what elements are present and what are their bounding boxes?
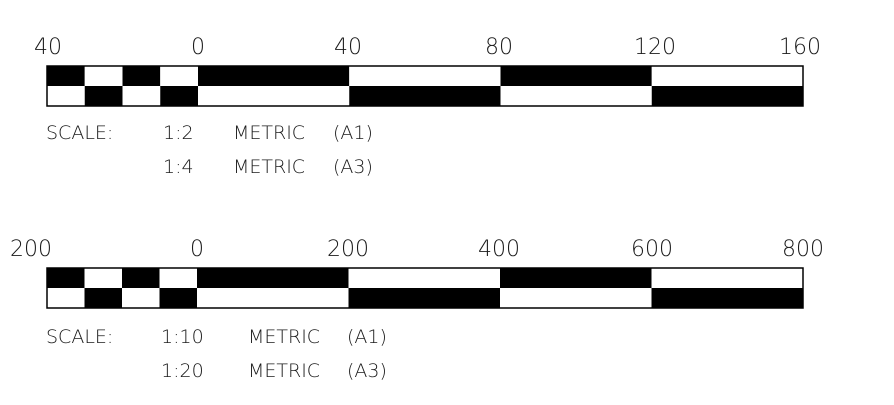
scale-bar-cell	[349, 86, 501, 106]
scale-bar-cell	[500, 66, 652, 86]
scale-bar-cell	[348, 288, 500, 308]
scale-bar-cell	[500, 86, 652, 106]
scale-bar-cell	[349, 66, 501, 86]
scale-bar-cell	[197, 288, 349, 308]
scale-sheet: (A1)	[347, 326, 387, 348]
scale-bar-cell	[122, 66, 161, 86]
scale-bar-cell	[198, 66, 350, 86]
scale-bar-1: 40 0 40 80 120 160 SCALE: 1:2 METRIC (A1…	[34, 35, 821, 178]
scale-bar-cell	[84, 66, 123, 86]
scale-bar-cell	[122, 86, 161, 106]
scale-bar-cell	[84, 86, 123, 106]
scale-bar-cell	[197, 268, 349, 288]
scale-bar-cell	[160, 66, 198, 86]
scale-bar-1-cells	[46, 65, 804, 107]
scale-bar-cell	[159, 288, 197, 308]
scale-bar-cell	[651, 86, 803, 106]
scale-bar-2-cells	[46, 267, 804, 309]
tick-label: 400	[478, 237, 520, 262]
tick-label: 40	[34, 35, 62, 60]
tick-label: 80	[485, 35, 513, 60]
tick-label: 40	[334, 35, 362, 60]
tick-label: 0	[190, 237, 204, 262]
scale-bar-cell	[122, 288, 160, 308]
scale-note-2: SCALE: 1:10 METRIC (A1) 1:20 METRIC (A3)	[46, 326, 387, 382]
tick-label: 0	[191, 35, 205, 60]
scale-ratio: 1:2	[163, 122, 194, 144]
scale-standard: METRIC	[233, 156, 305, 178]
tick-label: 800	[782, 237, 824, 262]
scale-bar-cell	[348, 268, 500, 288]
tick-label: 600	[631, 237, 673, 262]
scale-ratio: 1:20	[161, 360, 204, 382]
scale-standard: METRIC	[233, 122, 305, 144]
scale-bar-cell	[651, 288, 803, 308]
scale-sheet: (A3)	[347, 360, 387, 382]
scale-bar-cell	[47, 268, 85, 288]
scale-bar-cell	[47, 288, 85, 308]
scale-ratio: 1:4	[163, 156, 194, 178]
scale-bar-cell	[651, 268, 803, 288]
scale-bar-cell	[159, 268, 197, 288]
scale-prefix: SCALE:	[46, 122, 113, 144]
scale-prefix: SCALE:	[46, 326, 113, 348]
scale-bar-cell	[84, 268, 122, 288]
scale-standard: METRIC	[248, 326, 320, 348]
scale-bar-cell	[651, 66, 803, 86]
tick-label: 120	[634, 35, 676, 60]
scale-bar-cell	[198, 86, 350, 106]
scale-bar-cell	[500, 288, 652, 308]
tick-label: 200	[327, 237, 369, 262]
scale-ratio: 1:10	[161, 326, 204, 348]
scale-bar-cell	[84, 288, 122, 308]
tick-label: 160	[779, 35, 821, 60]
scale-bar-cell	[47, 66, 85, 86]
scale-note-1: SCALE: 1:2 METRIC (A1) 1:4 METRIC (A3)	[46, 122, 373, 178]
scale-bar-outline	[46, 65, 804, 107]
scale-sheet: (A3)	[333, 156, 373, 178]
scale-bar-outline	[46, 267, 804, 309]
scale-bar-cell	[47, 86, 85, 106]
tick-label: 200	[10, 237, 52, 262]
scale-bar-cell	[160, 86, 198, 106]
scale-bar-2: 200 0 200 400 600 800 SCALE: 1:10 METRIC…	[10, 237, 824, 382]
scale-bar-cell	[500, 268, 652, 288]
scale-bar-cell	[122, 268, 160, 288]
scale-standard: METRIC	[248, 360, 320, 382]
scale-sheet: (A1)	[333, 122, 373, 144]
